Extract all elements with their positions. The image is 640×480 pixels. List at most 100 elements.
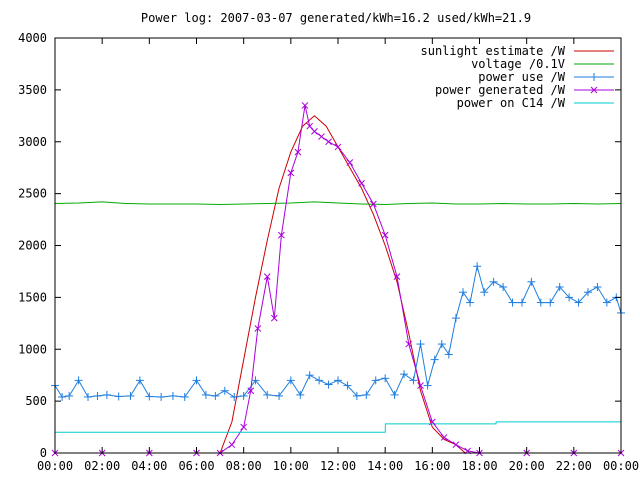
data-point bbox=[114, 392, 123, 401]
data-point bbox=[192, 376, 201, 385]
data-point bbox=[180, 392, 189, 401]
data-point bbox=[593, 283, 602, 291]
legend-label: sunlight estimate /W bbox=[421, 44, 566, 58]
data-point bbox=[93, 391, 102, 400]
x-tick-label: 18:00 bbox=[461, 459, 497, 473]
data-point bbox=[536, 298, 545, 307]
data-point bbox=[430, 355, 439, 364]
data-point bbox=[574, 298, 583, 307]
data-point bbox=[440, 434, 448, 441]
data-point bbox=[358, 179, 365, 187]
data-point bbox=[211, 391, 220, 400]
data-point bbox=[417, 382, 424, 389]
y-tick-label: 500 bbox=[25, 394, 47, 408]
data-point bbox=[220, 386, 229, 395]
data-point bbox=[263, 273, 271, 280]
data-point bbox=[381, 231, 389, 239]
data-point bbox=[527, 277, 536, 286]
x-tick-label: 14:00 bbox=[367, 459, 403, 473]
data-point bbox=[473, 262, 482, 271]
axis-ticks: 00:00 02:00 04:00 06:00 08:00 10:00 12:00 14:00… bbox=[18, 31, 639, 473]
data-point bbox=[74, 376, 83, 385]
data-point bbox=[275, 391, 284, 400]
data-point bbox=[296, 390, 305, 399]
data-point bbox=[602, 298, 611, 307]
data-point bbox=[230, 392, 239, 401]
data-point bbox=[546, 298, 555, 307]
plot-markers bbox=[51, 102, 625, 457]
data-point bbox=[286, 376, 295, 385]
data-point bbox=[270, 314, 278, 322]
x-tick-label: 20:00 bbox=[509, 459, 545, 473]
data-point bbox=[168, 391, 177, 400]
legend-item: power generated /W bbox=[435, 83, 614, 97]
legend-label: power on C14 /W bbox=[457, 96, 566, 110]
x-tick-label: 02:00 bbox=[84, 459, 120, 473]
series-line-1 bbox=[54, 201, 622, 206]
data-point bbox=[247, 387, 255, 395]
data-point bbox=[452, 441, 460, 449]
data-point bbox=[201, 390, 210, 399]
data-point bbox=[555, 283, 564, 291]
series-line-0 bbox=[219, 115, 466, 454]
data-point bbox=[400, 370, 409, 379]
data-point bbox=[458, 288, 467, 297]
data-point bbox=[428, 418, 436, 426]
x-tick-label: 12:00 bbox=[320, 459, 356, 473]
y-tick-label: 2500 bbox=[18, 187, 47, 201]
data-point bbox=[517, 298, 526, 307]
data-point bbox=[305, 371, 314, 380]
data-point bbox=[239, 391, 248, 400]
legend-label: voltage /0.1V bbox=[471, 57, 565, 71]
data-point bbox=[287, 169, 295, 177]
data-point bbox=[352, 391, 361, 400]
y-tick-label: 4000 bbox=[18, 31, 47, 45]
data-point bbox=[437, 340, 446, 349]
data-point bbox=[371, 376, 380, 385]
data-point bbox=[324, 380, 333, 389]
data-point bbox=[362, 390, 371, 399]
x-tick-label: 00:00 bbox=[603, 459, 639, 473]
plot-curves bbox=[54, 105, 622, 454]
data-point bbox=[405, 340, 413, 348]
legend-label: power use /W bbox=[478, 70, 565, 84]
data-point bbox=[240, 423, 248, 431]
x-tick-label: 06:00 bbox=[178, 459, 214, 473]
series-line-3 bbox=[55, 105, 621, 454]
chart-title: Power log: 2007-03-07 generated/kWh=16.2… bbox=[141, 11, 531, 25]
y-tick-label: 2000 bbox=[18, 239, 47, 253]
y-tick-label: 0 bbox=[40, 446, 47, 460]
x-tick-label: 08:00 bbox=[226, 459, 262, 473]
data-point bbox=[294, 148, 302, 156]
data-point bbox=[343, 381, 352, 390]
legend-item: voltage /0.1V bbox=[471, 57, 614, 71]
data-point bbox=[84, 392, 93, 401]
data-point bbox=[416, 340, 425, 349]
x-tick-label: 16:00 bbox=[414, 459, 450, 473]
data-point bbox=[346, 159, 354, 166]
data-point bbox=[58, 392, 67, 401]
y-tick-label: 3500 bbox=[18, 83, 47, 97]
legend-item: sunlight estimate /W bbox=[421, 44, 614, 58]
data-point bbox=[325, 138, 332, 146]
x-tick-label: 10:00 bbox=[273, 459, 309, 473]
data-point bbox=[318, 133, 325, 140]
data-point bbox=[381, 374, 390, 383]
data-point bbox=[334, 143, 342, 151]
legend-item: power use /W bbox=[478, 70, 614, 84]
data-point bbox=[508, 298, 517, 307]
data-point bbox=[311, 128, 318, 135]
data-point bbox=[334, 376, 342, 385]
data-point bbox=[301, 102, 309, 109]
data-point bbox=[145, 392, 154, 401]
data-point bbox=[102, 390, 111, 399]
y-tick-label: 1500 bbox=[18, 290, 47, 304]
x-tick-label: 22:00 bbox=[556, 459, 592, 473]
data-point bbox=[126, 391, 135, 400]
y-tick-label: 3000 bbox=[18, 135, 47, 149]
data-point bbox=[251, 376, 260, 385]
data-point bbox=[489, 277, 498, 286]
data-point bbox=[228, 441, 236, 449]
